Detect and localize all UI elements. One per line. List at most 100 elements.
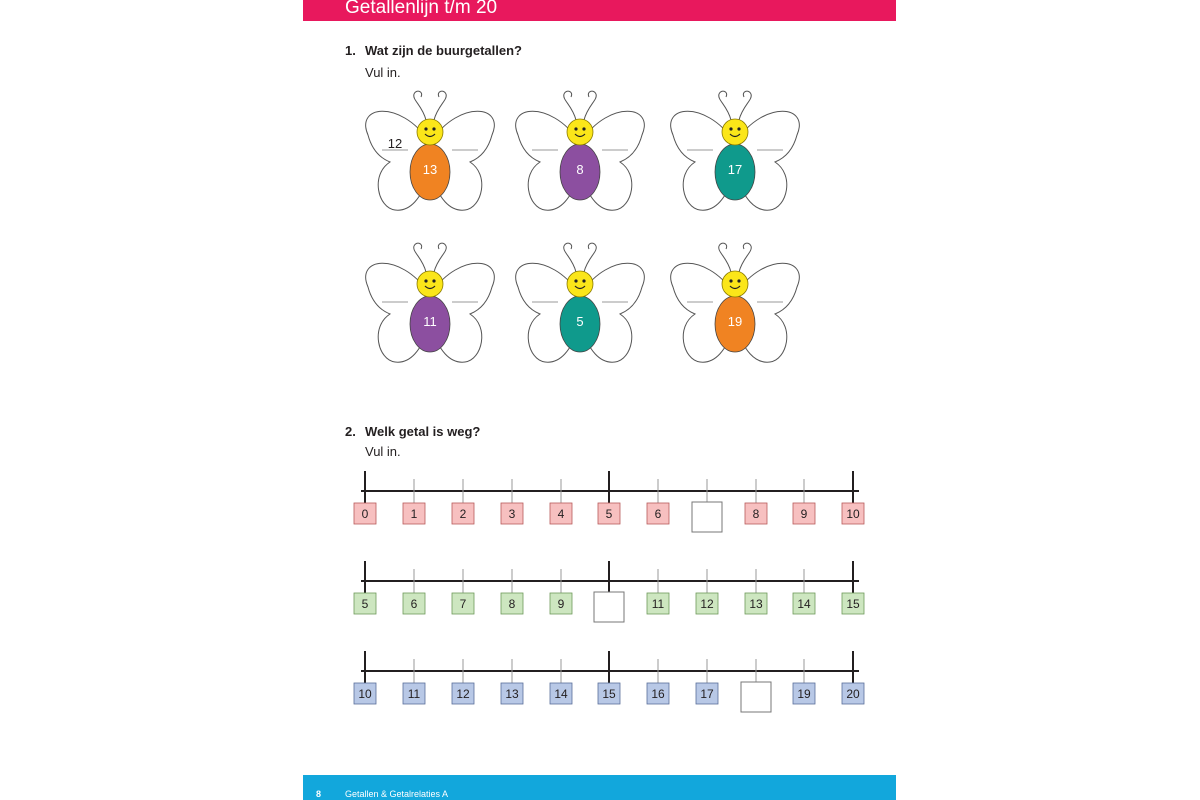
- smile: [729, 285, 741, 290]
- page-footer: 8 Getallen & Getalrelaties A: [303, 775, 896, 800]
- number-box: [841, 502, 865, 525]
- number-box: [597, 682, 621, 705]
- number-box: [744, 592, 768, 615]
- eye-left: [729, 127, 733, 131]
- number-box: [549, 592, 573, 615]
- eye-right: [737, 127, 741, 131]
- butterfly: 12 13: [365, 90, 495, 211]
- smile: [574, 133, 586, 138]
- butterfly-number: 13: [423, 162, 437, 177]
- number-label: 2: [460, 507, 467, 521]
- question-1-instruction: Vul in.: [365, 65, 401, 80]
- number-box: [792, 502, 816, 525]
- eye-right: [432, 279, 436, 283]
- butterfly-number: 5: [576, 314, 583, 329]
- eye-left: [574, 279, 578, 283]
- smile: [729, 133, 741, 138]
- antenna-right: [583, 90, 597, 121]
- number-label: 17: [700, 687, 714, 701]
- antenna-right: [738, 242, 752, 273]
- smile: [424, 285, 436, 290]
- number-box: [353, 682, 377, 705]
- answer-box[interactable]: [593, 591, 625, 623]
- question-2-instruction: Vul in.: [365, 444, 401, 459]
- antenna-left: [413, 242, 427, 273]
- number-label: 16: [651, 687, 665, 701]
- number-label: 13: [749, 597, 763, 611]
- number-box: [500, 592, 524, 615]
- eye-left: [729, 279, 733, 283]
- eye-right: [582, 279, 586, 283]
- page-title: Getallenlijn t/m 20: [345, 0, 498, 18]
- smiley-face-icon: [566, 270, 594, 298]
- antenna-left: [563, 242, 577, 273]
- number-label: 11: [408, 687, 421, 701]
- butterfly: 17: [670, 90, 800, 211]
- question-1-text: Wat zijn de buurgetallen?: [365, 43, 522, 58]
- butterfly-grid: 12 13 8 17 11 5 19: [365, 90, 800, 363]
- number-line: 10 11 12 13 14 15 16 17 19 20: [353, 651, 865, 713]
- antenna-left: [718, 90, 732, 121]
- number-label: 13: [505, 687, 519, 701]
- number-box: [500, 502, 524, 525]
- number-box: [744, 502, 768, 525]
- number-label: 20: [846, 687, 860, 701]
- eye-left: [424, 279, 428, 283]
- eye-right: [582, 127, 586, 131]
- antenna-right: [583, 242, 597, 273]
- number-box: [451, 592, 475, 615]
- number-box: [792, 682, 816, 705]
- number-box: [695, 592, 719, 615]
- smiley-face-icon: [566, 118, 594, 146]
- antenna-right: [433, 242, 447, 273]
- eye-right: [432, 127, 436, 131]
- number-label: 14: [554, 687, 568, 701]
- number-box: [549, 682, 573, 705]
- page-header: Getallenlijn t/m 20: [303, 0, 896, 21]
- butterfly-number: 8: [576, 162, 583, 177]
- smiley-face-icon: [416, 118, 444, 146]
- smiley-face-icon: [721, 270, 749, 298]
- neighbor-left-value: 12: [388, 136, 402, 151]
- number-box: [402, 592, 426, 615]
- page-number: 8: [316, 789, 322, 799]
- number-label: 15: [846, 597, 860, 611]
- antenna-left: [718, 242, 732, 273]
- eye-left: [574, 127, 578, 131]
- number-label: 8: [509, 597, 516, 611]
- number-line: 5 6 7 8 9 11 12 13 14 15: [353, 561, 865, 623]
- antenna-right: [433, 90, 447, 121]
- number-label: 0: [362, 507, 369, 521]
- number-label: 10: [846, 507, 860, 521]
- butterfly-number: 17: [728, 162, 742, 177]
- smile: [424, 133, 436, 138]
- butterfly-number: 19: [728, 314, 742, 329]
- number-label: 4: [558, 507, 565, 521]
- question-2-number: 2.: [345, 424, 356, 439]
- number-label: 14: [797, 597, 811, 611]
- answer-box[interactable]: [691, 501, 723, 533]
- number-label: 3: [509, 507, 516, 521]
- antenna-left: [413, 90, 427, 121]
- butterfly: 19: [670, 242, 800, 363]
- number-box: [646, 502, 670, 525]
- number-box: [402, 682, 426, 705]
- number-box: [549, 502, 573, 525]
- book-title: Getallen & Getalrelaties A: [345, 789, 449, 799]
- answer-box[interactable]: [740, 681, 772, 713]
- number-box: [646, 682, 670, 705]
- butterfly: 11: [365, 242, 495, 363]
- number-label: 19: [797, 687, 811, 701]
- number-box: [353, 592, 377, 615]
- smiley-face-icon: [721, 118, 749, 146]
- eye-left: [424, 127, 428, 131]
- number-label: 7: [460, 597, 467, 611]
- number-label: 5: [362, 597, 369, 611]
- number-label: 6: [655, 507, 662, 521]
- number-box: [353, 502, 377, 525]
- number-label: 10: [358, 687, 372, 701]
- question-1-title: 1. Wat zijn de buurgetallen?: [345, 43, 522, 58]
- smiley-face-icon: [416, 270, 444, 298]
- number-label: 1: [411, 507, 418, 521]
